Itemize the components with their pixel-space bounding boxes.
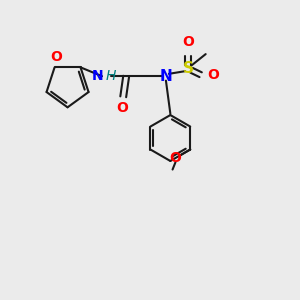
Text: N: N [92,69,103,83]
Text: N: N [160,69,172,84]
Text: S: S [182,61,194,76]
Text: O: O [169,151,181,165]
Text: O: O [50,50,62,64]
Text: H: H [106,69,116,83]
Text: O: O [182,35,194,49]
Text: O: O [208,68,220,82]
Text: O: O [116,101,128,115]
